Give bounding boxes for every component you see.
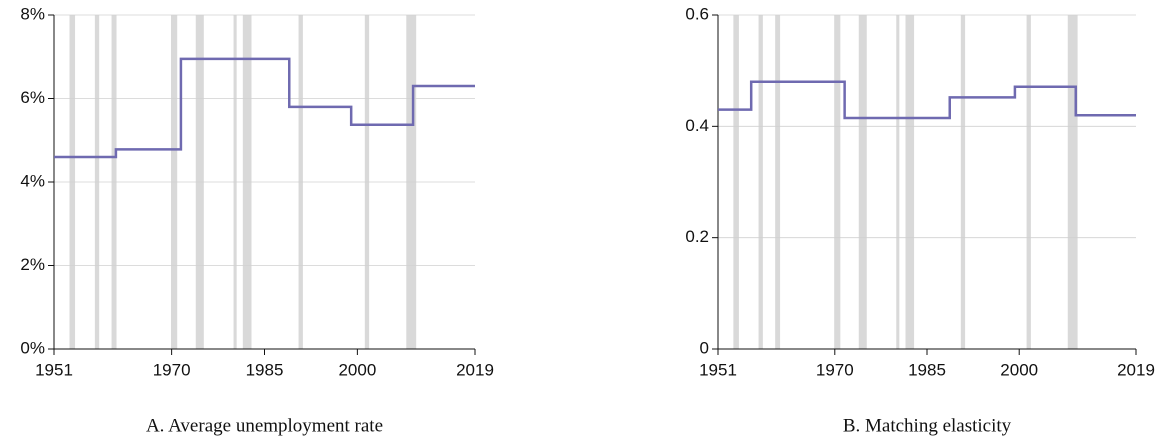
y-tick-label: 0% xyxy=(20,338,45,357)
y-tick-label: 0 xyxy=(700,338,709,357)
recession-band xyxy=(733,15,739,349)
recession-band xyxy=(905,15,915,349)
step-line xyxy=(54,57,475,159)
x-tick-label: 2000 xyxy=(338,360,376,379)
recession-band xyxy=(960,15,966,349)
x-tick-label: 1970 xyxy=(816,360,854,379)
caption: A. Average unemployment rate xyxy=(146,415,383,436)
y-tick-label: 0.6 xyxy=(685,4,709,23)
step-line xyxy=(718,80,1136,120)
x-tick-label: 2000 xyxy=(1000,360,1038,379)
y-tick-label: 2% xyxy=(20,255,45,274)
y-tick-label: 0.4 xyxy=(685,116,709,135)
x-tick-label: 1951 xyxy=(35,360,73,379)
y-tick-label: 0.2 xyxy=(685,227,709,246)
x-tick-label: 1985 xyxy=(908,360,946,379)
recession-band xyxy=(1026,15,1031,349)
recession-band xyxy=(896,15,900,349)
x-tick-label: 1970 xyxy=(153,360,191,379)
x-tick-label: 1951 xyxy=(699,360,737,379)
y-tick-label: 4% xyxy=(20,171,45,190)
recession-band xyxy=(775,15,781,349)
recession-band xyxy=(1067,15,1078,349)
y-tick-label: 8% xyxy=(20,4,45,23)
x-tick-label: 2019 xyxy=(1117,360,1155,379)
x-tick-label: 1985 xyxy=(246,360,284,379)
y-tick-label: 6% xyxy=(20,88,45,107)
caption: B. Matching elasticity xyxy=(843,415,1012,436)
recession-band xyxy=(858,15,867,349)
recession-band xyxy=(834,15,841,349)
recession-band xyxy=(758,15,763,349)
x-tick-label: 2019 xyxy=(456,360,494,379)
